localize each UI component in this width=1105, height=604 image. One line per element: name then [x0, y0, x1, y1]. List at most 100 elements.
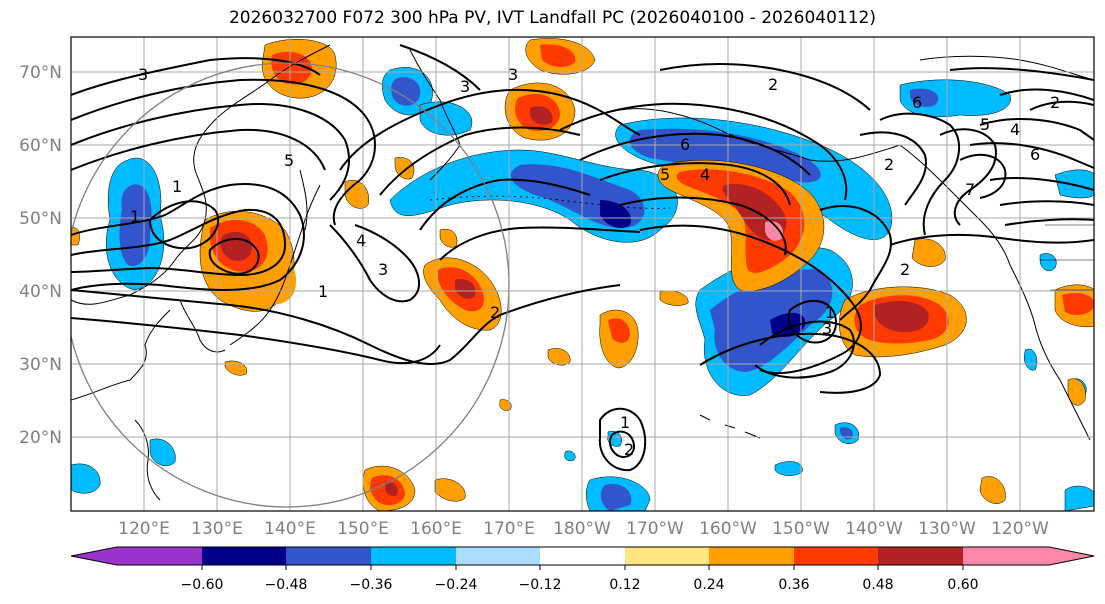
contour-line — [889, 233, 1094, 246]
colorbar-tick-label: 0.36 — [778, 577, 809, 593]
colorbar: −0.60 −0.48 −0.36 −0.24 −0.12 0.12 0.24 … — [70, 546, 1095, 593]
contour-line — [559, 102, 848, 201]
contour-line — [859, 131, 927, 206]
contour-line — [329, 224, 420, 303]
negative-anomaly-east — [899, 79, 1094, 511]
contour-line — [71, 284, 621, 366]
positive-anomaly-tropics — [71, 227, 639, 511]
colorbar-swatch — [963, 547, 1049, 565]
contour-label: 5 — [284, 151, 294, 170]
contour-line — [71, 128, 326, 171]
contour-label: 1 — [172, 177, 182, 196]
contour-label: 5 — [660, 165, 670, 184]
lon-label-150w: 150°W — [772, 519, 830, 539]
korea-coastline — [179, 299, 226, 353]
colorbar-tick-label: 0.24 — [693, 577, 724, 593]
contour-line — [419, 178, 591, 231]
contour-line — [939, 128, 997, 226]
ivt-contours — [71, 44, 1094, 472]
lon-label-140e: 140°E — [264, 519, 316, 539]
contour-label: 2 — [900, 260, 910, 279]
contour-label: 3 — [822, 319, 832, 338]
north-america-west-coast — [979, 219, 1091, 441]
contour-label: 1 — [318, 282, 328, 301]
contour-line — [659, 63, 871, 111]
lon-label-160w: 160°W — [699, 519, 757, 539]
contour-label: 3 — [378, 260, 388, 279]
colorbar-tick-label: −0.12 — [519, 577, 562, 593]
colorbar-swatch — [625, 547, 709, 565]
us-state-border — [1040, 224, 1094, 291]
contour-label: 1 — [825, 303, 835, 322]
map-frame — [70, 36, 1095, 512]
colorbar-swatch — [540, 547, 625, 565]
contour-line — [208, 238, 260, 275]
lon-label-130w: 130°W — [918, 519, 976, 539]
contour-label: 2 — [884, 155, 894, 174]
contour-line — [639, 224, 862, 375]
contour-label: 7 — [965, 180, 975, 199]
contour-line — [71, 208, 287, 277]
colorbar-swatch — [286, 547, 371, 565]
colorbar-tick-label: −0.48 — [265, 577, 308, 593]
contour-line — [999, 200, 1094, 206]
colorbar-extend-low — [71, 547, 117, 565]
contour-line — [999, 88, 1094, 101]
contour-line — [579, 132, 811, 176]
positive-anomaly-japan — [199, 211, 296, 312]
contour-label: 2 — [624, 440, 634, 459]
contour-line — [439, 226, 641, 261]
contour-line — [148, 200, 220, 250]
lat-label-40n: 40°N — [19, 282, 62, 302]
lon-label-150e: 150°E — [337, 519, 389, 539]
positive-anomaly-east — [839, 238, 1094, 504]
colorbar-tick-label: 0.60 — [947, 577, 978, 593]
contour-label: 2 — [768, 75, 778, 94]
colorbar-swatch — [456, 547, 540, 565]
contour-line — [619, 196, 787, 256]
contour-line — [949, 67, 1094, 81]
map-title: 2026032700 F072 300 hPa PV, IVT Landfall… — [228, 8, 876, 28]
contour-label: 2 — [1050, 93, 1060, 112]
aleutian-chain — [429, 195, 671, 209]
lat-label-30n: 30°N — [19, 355, 62, 375]
contour-line — [599, 162, 791, 206]
lat-label-50n: 50°N — [19, 209, 62, 229]
colorbar-tick-label: 0.48 — [862, 577, 893, 593]
colorbar-tick-label: 0.12 — [609, 577, 640, 593]
colorbar-swatch — [117, 547, 202, 565]
contour-line — [1029, 100, 1094, 111]
kamchatka-coastline — [409, 49, 461, 181]
contour-line — [787, 300, 837, 344]
contour-label: 6 — [1030, 145, 1040, 164]
contour-line — [699, 332, 882, 394]
longitude-labels: 120°E 130°E 140°E 150°E 160°E 170°E 180°… — [118, 519, 1049, 539]
contour-line — [608, 430, 636, 458]
negative-anomaly-tropics — [71, 422, 860, 511]
contour-line — [379, 126, 581, 196]
contour-label: 4 — [356, 231, 366, 250]
contour-label: 6 — [680, 135, 690, 154]
lon-label-120w: 120°W — [991, 519, 1049, 539]
colorbar-swatch — [202, 547, 286, 565]
lon-label-170e: 170°E — [483, 519, 535, 539]
contour-labels-layer: 3 3 2 2 1 6 5 4 3 1 2 4 5 3 2 1 1 2 3 6 … — [130, 65, 1060, 459]
contour-label: 4 — [1010, 120, 1020, 139]
positive-anomaly-north — [261, 38, 596, 141]
graticule — [71, 37, 1094, 511]
lon-label-180: 180°W — [553, 519, 611, 539]
contour-line — [399, 44, 481, 91]
contour-line — [819, 205, 892, 321]
lon-label-120e: 120°E — [118, 519, 170, 539]
contour-line — [959, 153, 1007, 199]
colorbar-extend-high — [1049, 547, 1094, 565]
contour-line — [339, 88, 641, 171]
landfall-radius-circle — [71, 62, 510, 508]
contour-label: 5 — [980, 115, 990, 134]
positive-anomaly-midpacific — [344, 157, 689, 331]
negative-anomaly-north-pacific — [382, 67, 678, 243]
colorbar-tick-label: −0.36 — [350, 577, 393, 593]
philippines-outline — [134, 419, 161, 501]
contour-label: 3 — [508, 65, 518, 84]
